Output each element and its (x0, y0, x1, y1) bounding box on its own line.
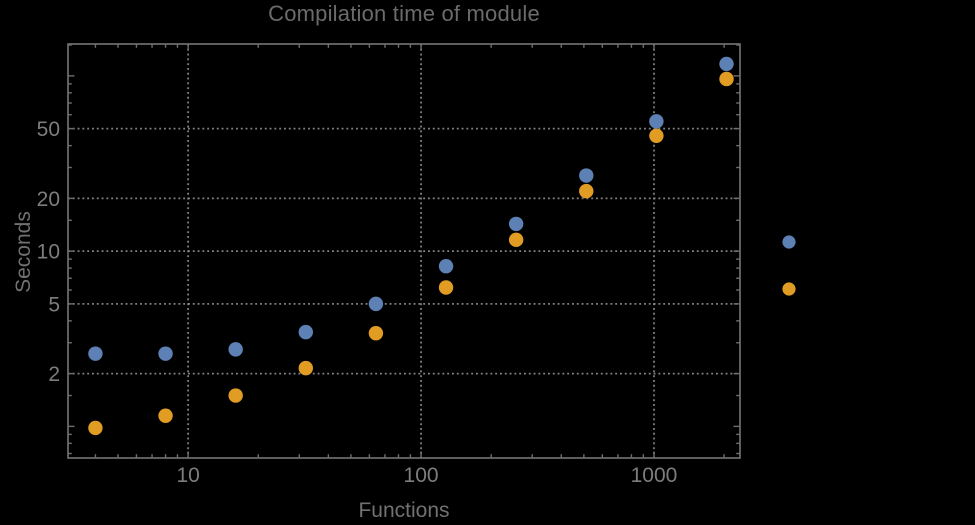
data-point-series-2-x4 (88, 420, 103, 436)
data-point-series-2-x1024 (649, 128, 664, 144)
data-point-series-2-x256 (508, 232, 524, 248)
data-point-series-2-x64 (368, 326, 384, 341)
data-point-series-2-x512 (579, 183, 594, 199)
data-point-series-2-x2048 (719, 71, 734, 87)
x-tick-label-10: 10 (176, 464, 199, 487)
y-axis-label: Seconds (12, 211, 35, 293)
y-tick-label-2: 2 (48, 363, 60, 386)
x-axis-label: Functions (358, 499, 450, 522)
data-point-series-1-x512 (579, 168, 594, 183)
data-point-series-1-x4 (88, 346, 103, 361)
chart-title: Compilation time of module (268, 1, 540, 26)
data-point-series-2-x8 (158, 408, 173, 423)
data-point-series-1-x8 (158, 346, 173, 361)
data-point-series-2-x32 (298, 360, 313, 376)
x-tick-label-100: 100 (404, 464, 439, 487)
x-tick-label-1000: 1000 (631, 464, 678, 487)
data-point-series-1-x128 (438, 259, 454, 274)
legend-marker-2 (782, 282, 796, 296)
data-point-series-1-x1024 (649, 114, 664, 129)
legend-marker-1 (782, 235, 796, 249)
data-point-series-1-x32 (298, 324, 313, 340)
data-point-series-1-x2048 (719, 56, 734, 72)
y-tick-label-50: 50 (37, 118, 60, 141)
y-tick-label-10: 10 (37, 241, 60, 264)
data-point-series-2-x128 (438, 280, 454, 295)
y-tick-label-20: 20 (37, 188, 60, 211)
data-point-series-1-x16 (228, 342, 243, 357)
data-point-series-2-x16 (228, 388, 243, 403)
data-point-series-1-x256 (508, 216, 524, 232)
data-point-series-1-x64 (368, 296, 384, 312)
y-tick-label-5: 5 (48, 293, 60, 316)
